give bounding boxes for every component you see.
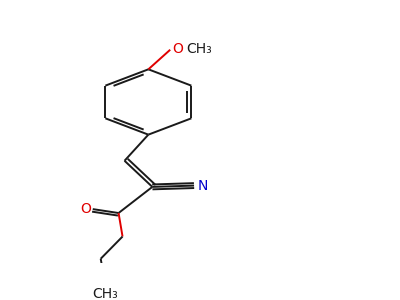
Text: N: N: [197, 178, 208, 193]
Text: O: O: [80, 202, 91, 216]
Text: CH₃: CH₃: [92, 287, 118, 300]
Text: O: O: [172, 42, 183, 56]
Text: CH₃: CH₃: [186, 42, 212, 56]
